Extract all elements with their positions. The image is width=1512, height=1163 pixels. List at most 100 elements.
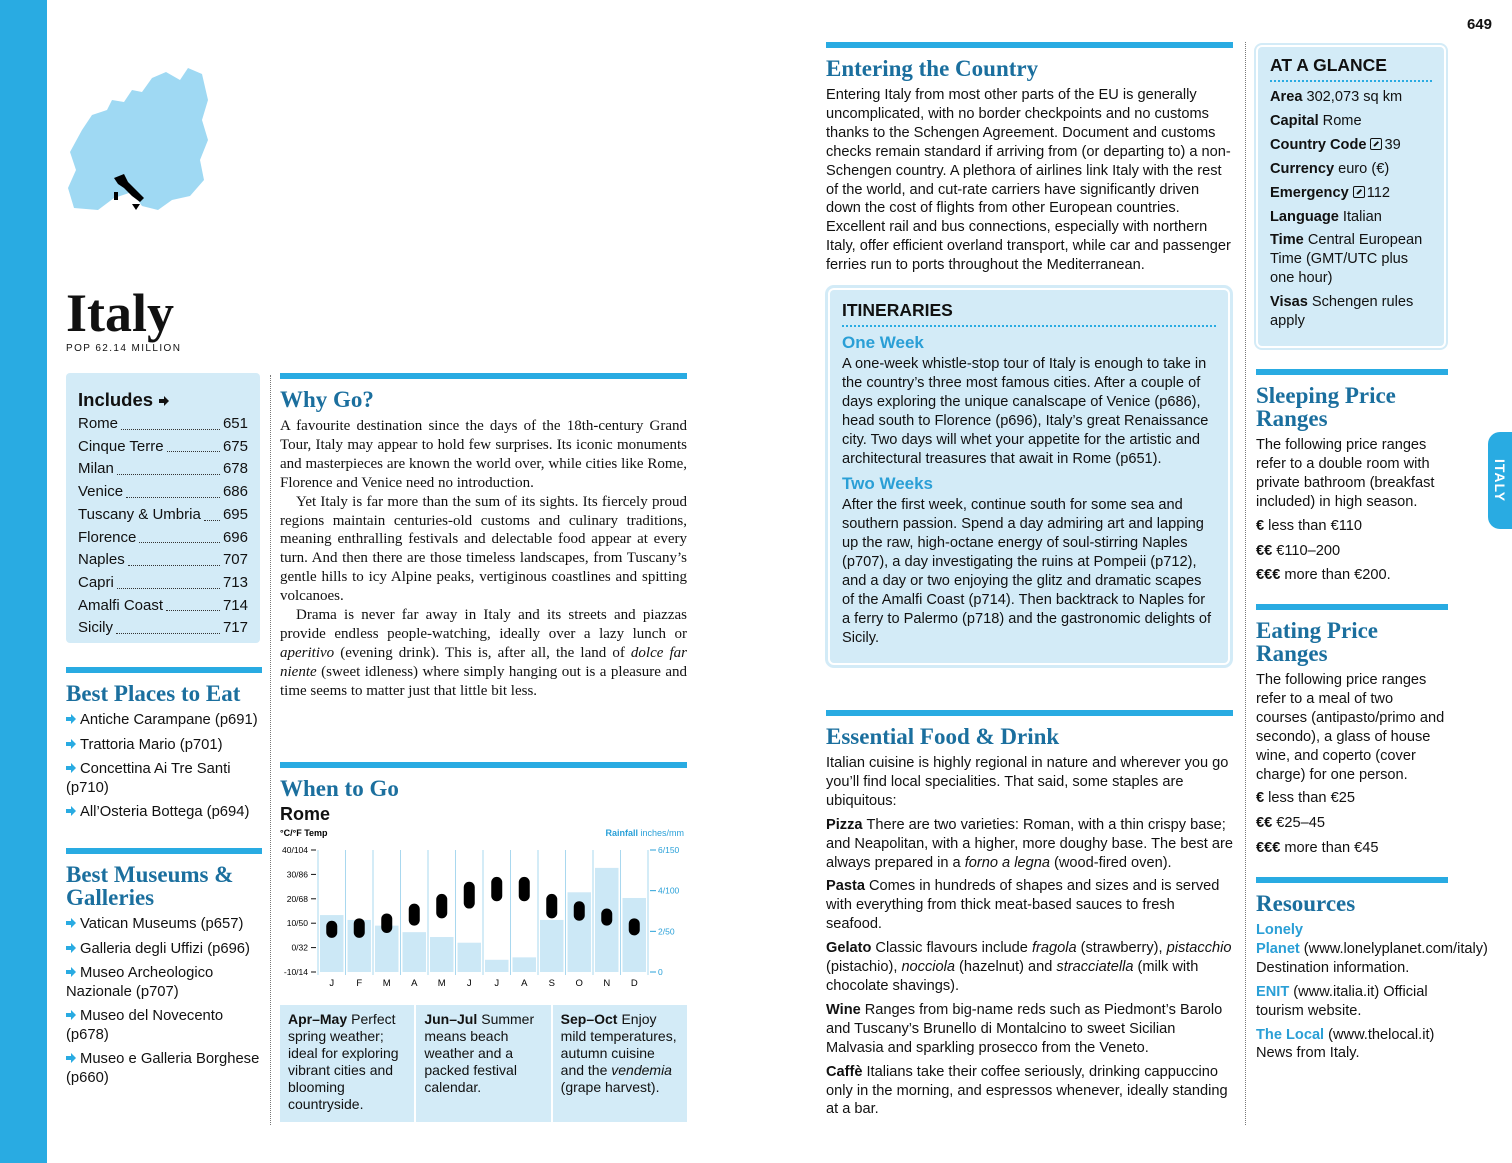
body-text: Entering Italy from most other parts of … [826,87,1231,274]
includes-item: Rome 651 [78,413,248,436]
food-text-run: forno a legna [964,854,1050,871]
list-text: Vatican Museums (p657) [80,916,244,932]
food-text-run: (milk with chocolate shavings). [826,959,1199,994]
includes-item: Amalfi Coast 714 [78,595,248,618]
glance-term: Area [1270,89,1303,105]
glance-item: Language Italian [1270,208,1432,227]
box-title: ITINERARIES [842,300,1216,327]
price-symbol: €€€ [1256,567,1281,584]
y-axis-label: °C/°F Temp [280,828,328,838]
season-period: Jun–Jul [424,1011,478,1027]
arrow-icon [159,396,171,406]
rainfall-bar [512,957,536,972]
glance-text: euro (€) [1338,160,1390,177]
temp-range [436,893,448,919]
temp-range [628,918,640,936]
dot-leader [116,572,220,589]
glance-item: Capital Rome [1270,112,1432,131]
section-rule [66,667,262,673]
x-tick-label: J [494,978,499,989]
food-text-run: (pistachio), [826,959,902,976]
glance-item: Visas Schengen rules apply [1270,293,1432,331]
y2-unit: inches/mm [640,828,684,838]
season-text-run: (grape harvest). [560,1079,660,1095]
section-rule [280,762,687,768]
why-go: Why Go? A favourite destination since the… [280,373,687,701]
includes-title: Includes [78,389,154,410]
glance-item: Emergency 112 [1270,184,1432,203]
section-title: Eating Price Ranges [1256,618,1378,666]
edge-strip [0,0,47,1163]
locator-map [68,68,208,210]
page-ref: 717 [222,619,248,637]
why-go-text: A favourite destination since the days o… [280,417,687,701]
section-title: Best Museums & Galleries [66,862,234,910]
glance-item: Area 302,073 sq km [1270,88,1432,107]
y-tick-label: 20/68 [287,894,309,904]
rainfall-bar [375,925,399,972]
paragraph-run: dolce far niente [280,644,687,680]
list-item: Galleria degli Uffizi (p696) [66,940,262,959]
list-text: Concettina Ai Tre Santi (p710) [66,761,231,796]
list-item: Vatican Museums (p657) [66,915,262,934]
includes-item: Naples 707 [78,549,248,572]
list-item: Museo Archeologico Nazionale (p707) [66,964,262,1001]
dot-leader [121,413,220,430]
temp-range [601,908,613,926]
resource-name: ENIT [1256,983,1290,1000]
phone-icon [1352,185,1365,198]
food: Essential Food & Drink Italian cuisine is… [826,710,1233,1124]
y2-tick-label: 0 [658,967,663,977]
dot-leader [203,504,220,521]
dot-leader [116,458,220,476]
glance-box: AT A GLANCE Area 302,073 sq km Capital Rome C… [1258,47,1444,346]
itinerary-text: A one-week whistle-stop tour of Italy is… [842,356,1209,467]
x-tick-label: M [383,978,391,989]
price-text: €25–45 [1276,815,1325,832]
price-text: more than €200. [1284,567,1391,584]
page-ref: 675 [222,437,248,455]
europe-shape [68,68,208,210]
glance-term: Language [1270,208,1339,225]
section-rule [1256,369,1448,375]
list-text: All’Osteria Bottega (p694) [80,804,250,820]
rainfall-bar [540,919,564,972]
x-tick-label: F [356,978,362,989]
temp-range [573,901,585,921]
food-text-run: pistacchio [1166,940,1232,957]
food-text: Comes in hundreds of shapes and sizes an… [826,878,1220,933]
includes-item: Sicily 717 [78,617,248,640]
page-ref: 714 [222,596,248,614]
x-tick-label: A [411,978,418,989]
price-symbol: € [1256,790,1265,807]
temp-range [546,893,558,919]
section-title: Resources [1256,891,1356,916]
section-title: Why Go? [280,387,374,412]
section-rule [826,710,1233,716]
rainfall-bar [320,915,344,972]
food-text-run: There are two varieties: Roman, with a t… [826,816,1233,871]
food-text-run: stracciatella [1056,959,1134,976]
paragraph: Drama is never far away in Italy and its… [280,606,687,701]
place-name: Milan [78,460,114,478]
best-eat: Best Places to Eat Antiche Carampane (p69… [66,667,262,828]
temp-range [326,920,338,938]
eating: Eating Price Ranges The following price r… [1256,604,1448,864]
x-tick-label: J [467,978,472,989]
page-ref: 696 [222,528,248,546]
body-text: The following price ranges refer to a do… [1256,437,1435,510]
x-tick-label: O [576,978,583,989]
paragraph-run: (evening drink). This is, after all, the… [334,644,631,661]
page-ref: 695 [222,505,248,523]
season-box: Sep–Oct Enjoy mild temperatures, autumn c… [552,1005,687,1122]
season-period: Apr–May [288,1011,348,1027]
includes-heading: Includes [78,389,248,411]
price-text: more than €45 [1284,840,1379,857]
body-text: Italian cuisine is highly regional in na… [826,755,1229,809]
section-title: When to Go [280,776,399,801]
paragraph-run: (sweet idleness) where simply hanging ou… [280,663,687,699]
y2-tick-label: 2/50 [658,926,675,936]
page-ref: 713 [222,573,248,591]
glance-item: Time Central European Time (GMT/UTC plus … [1270,231,1432,288]
